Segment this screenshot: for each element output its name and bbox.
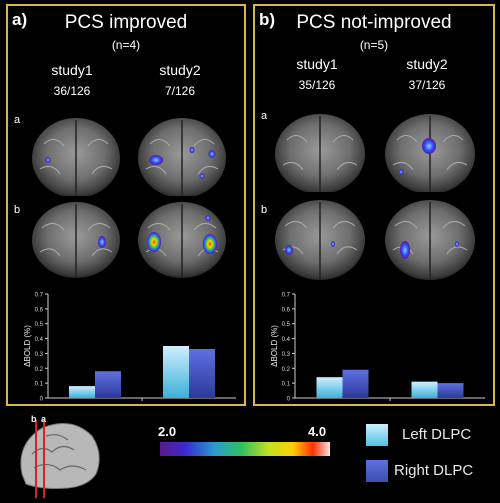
brain-slice-a-study1	[275, 114, 365, 192]
brain-slice-a-study2	[138, 118, 226, 196]
study-name: study2	[159, 62, 201, 78]
colorscale-bar	[160, 442, 330, 456]
legend-swatch-right	[366, 460, 388, 482]
study-name: study1	[51, 62, 93, 78]
legend-right-label: Right DLPC	[394, 462, 474, 479]
study-count: 7/126	[164, 84, 196, 98]
bar-left-dlpc	[69, 386, 95, 398]
y-tick-label: 0.4	[282, 337, 291, 343]
panel-pcs-not-improved: b) PCS not-improved (n=5) study1 35/126 …	[253, 4, 495, 406]
brain-slice-a-study2	[385, 114, 475, 192]
bar-left-dlpc	[316, 377, 343, 398]
y-tick-label: 0.5	[35, 322, 44, 328]
study-count: 37/126	[408, 78, 446, 92]
y-tick-label: 0.7	[35, 293, 44, 299]
legend-swatch-left	[366, 424, 388, 446]
panel-letter: b)	[259, 10, 276, 29]
panel-letter: a)	[12, 10, 28, 29]
panel-title: PCS not-improved	[296, 12, 452, 33]
panel-sample-size: (n=4)	[111, 38, 141, 52]
panel-pcs-improved: a) PCS improved (n=4) study1 36/126 stud…	[6, 4, 246, 406]
y-axis-label: ΔBOLD (%)	[270, 325, 279, 367]
study-name: study1	[296, 56, 338, 72]
y-axis-label: ΔBOLD (%)	[23, 325, 32, 367]
study-count: 36/126	[53, 84, 91, 98]
slice-label-a: a	[41, 414, 47, 424]
study1-header: study1 36/126	[22, 62, 122, 98]
bar-right-dlpc	[95, 371, 121, 398]
legend-left-label: Left DLPC	[402, 426, 472, 443]
y-tick-label: 0.6	[282, 307, 291, 313]
bar-left-dlpc	[163, 346, 189, 398]
brain-slice-b-study1	[275, 200, 365, 280]
slice-label-b: b	[31, 414, 37, 424]
y-tick-label: 0.2	[35, 367, 44, 373]
bar-left-dlpc	[411, 381, 438, 398]
brain-slice-b-study2	[385, 200, 475, 280]
study-count: 35/126	[298, 78, 336, 92]
brain-slice-b-study2	[138, 202, 226, 278]
bar-right-dlpc	[437, 383, 464, 398]
brain-slice-a-study1	[32, 118, 120, 196]
y-tick-label: 0.5	[282, 322, 291, 328]
study-name: study2	[406, 56, 448, 72]
y-tick-label: 0.4	[35, 337, 44, 343]
y-tick-label: 0.1	[35, 382, 44, 388]
row-label-b: b	[261, 204, 268, 216]
y-tick-label: 0	[40, 397, 44, 403]
y-tick-label: 0.6	[35, 307, 44, 313]
row-label-a: a	[14, 114, 21, 126]
brain-sagittal-view	[20, 420, 100, 498]
y-tick-label: 0.3	[282, 352, 291, 358]
bar-chart-not-improved: 0 0.1 0.2 0.3 0.4 0.5 0.6 0.7 ΔBOLD (%)	[270, 293, 485, 403]
row-label-b: b	[14, 204, 21, 216]
colorscale-min: 2.0	[158, 424, 177, 439]
row-label-a: a	[261, 110, 268, 122]
y-tick-label: 0	[287, 397, 291, 403]
y-tick-label: 0.2	[282, 367, 291, 373]
bar-chart-improved: 0 0.1 0.2 0.3 0.4 0.5 0.6 0.7 ΔBOLD (%)	[23, 293, 236, 403]
brain-slice-b-study1	[32, 202, 120, 278]
panel-sample-size: (n=5)	[359, 38, 389, 52]
bar-right-dlpc	[189, 348, 215, 398]
bar-right-dlpc	[342, 369, 369, 398]
study2-header: study2 37/126	[377, 56, 477, 92]
y-tick-label: 0.7	[282, 293, 291, 299]
panel-title: PCS improved	[64, 12, 188, 33]
colorscale-max: 4.0	[308, 424, 327, 439]
study1-header: study1 35/126	[267, 56, 367, 92]
y-tick-label: 0.3	[35, 352, 44, 358]
y-tick-label: 0.1	[282, 382, 291, 388]
study2-header: study2 7/126	[130, 62, 230, 98]
